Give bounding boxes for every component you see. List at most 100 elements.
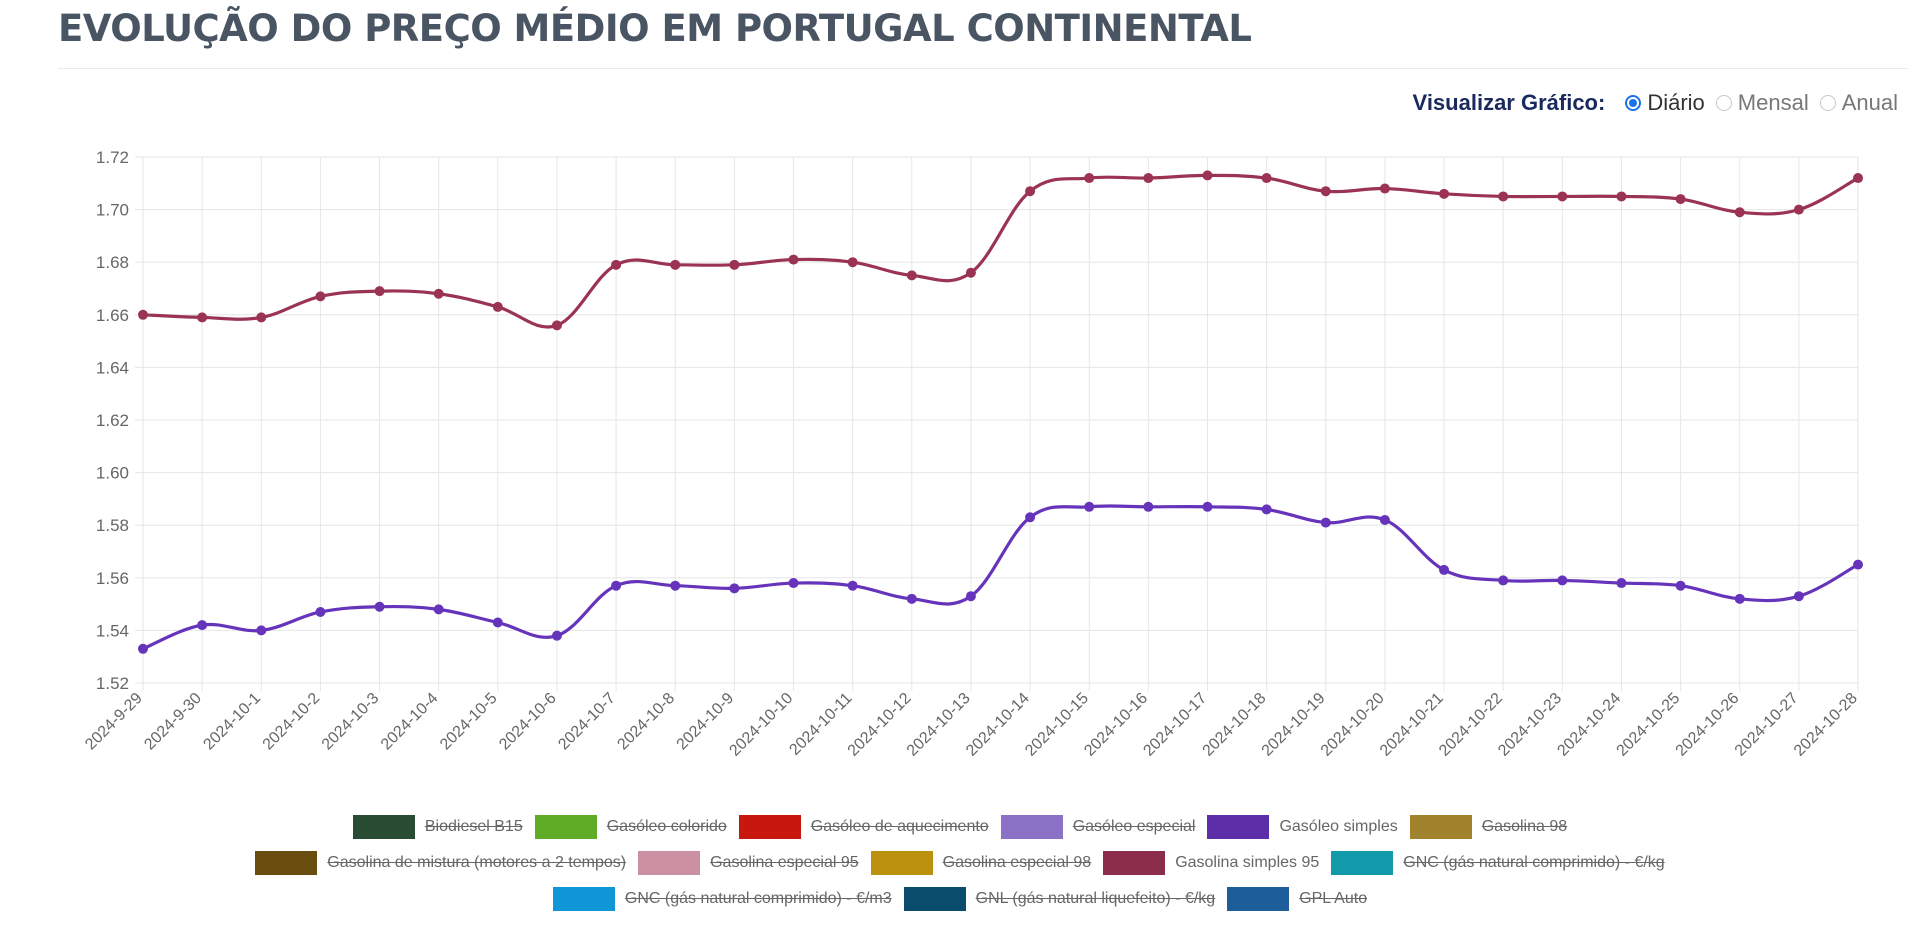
data-point-gasolina-simples-95 [1025, 186, 1036, 197]
x-tick-label: 2024-10-2 [260, 690, 324, 754]
legend-item[interactable]: Gasóleo de aquecimento [738, 815, 989, 839]
legend-label: GNC (gás natural comprimido) - €/kg [1403, 854, 1665, 871]
x-tick-label: 2024-10-6 [496, 690, 560, 754]
x-tick-label: 2024-10-10 [726, 690, 796, 760]
legend-item[interactable]: GNC (gás natural comprimido) - €/m3 [552, 887, 892, 911]
legend-label: Gasolina especial 95 [710, 854, 859, 871]
radio-daily[interactable]: Diário [1625, 90, 1705, 116]
legend-swatch [552, 887, 615, 911]
data-point-gasolina-simples-95 [492, 301, 503, 312]
data-point-gas-leo-simples [256, 625, 267, 636]
legend-label: Gasolina de mistura (motores a 2 tempos) [327, 854, 627, 871]
legend-label: Gasóleo simples [1279, 818, 1398, 835]
legend-item[interactable]: Gasolina especial 95 [638, 851, 859, 875]
y-tick-label: 1.70 [96, 201, 129, 220]
legend-item[interactable]: Gasolina de mistura (motores a 2 tempos) [255, 851, 626, 875]
y-tick-label: 1.58 [96, 516, 129, 535]
legend-item[interactable]: Gasolina 98 [1409, 815, 1568, 839]
chart-legend: Biodiesel B15 Gasóleo colorido Gasóleo de … [0, 810, 1920, 918]
data-point-gasolina-simples-95 [788, 254, 799, 265]
legend-label: Gasolina especial 98 [942, 854, 1092, 871]
legend-swatch [1331, 851, 1394, 875]
legend-item[interactable]: Gasóleo especial [1000, 815, 1196, 839]
data-point-gas-leo-simples [788, 578, 799, 589]
price-line-chart: 1.72 1.70 1.68 1.66 1.64 1.62 1.60 1.58 1.56 1.54… [82, 148, 1863, 760]
legend-swatch [534, 815, 597, 839]
radio-yearly-label: Anual [1841, 90, 1898, 115]
legend-swatch [1207, 815, 1270, 839]
legend-item[interactable]: GNL (gás natural liquefeito) - €/kg [903, 887, 1215, 911]
x-tick-label: 2024-10-1 [200, 690, 264, 754]
legend-swatch [255, 851, 318, 875]
legend-row: GNC (gás natural comprimido) - €/m3 GNL (… [0, 882, 1920, 916]
data-point-gas-leo-simples [1202, 501, 1213, 512]
data-point-gas-leo-simples [1675, 580, 1686, 591]
series-line-gasolina-simples-95 [142, 173, 1859, 329]
legend-swatch [903, 887, 966, 911]
radio-yearly[interactable]: Anual [1819, 90, 1898, 116]
data-point-gas-leo-simples [906, 593, 917, 604]
x-tick-label: 2024-10-3 [319, 690, 383, 754]
legend-item[interactable]: Gasolina simples 95 [1103, 851, 1319, 875]
x-tick-label: 2024-10-28 [1791, 690, 1861, 760]
data-point-gasolina-simples-95 [256, 312, 267, 323]
legend-swatch [352, 815, 415, 839]
radio-monthly[interactable]: Mensal [1715, 90, 1809, 116]
radio-daily-circle[interactable] [1625, 95, 1642, 111]
data-point-gasolina-simples-95 [1379, 183, 1390, 194]
data-point-gas-leo-simples [551, 630, 562, 641]
x-tick-label: 2024-10-9 [674, 690, 738, 754]
data-point-gas-leo-simples [1261, 504, 1272, 515]
data-point-gas-leo-simples [1084, 501, 1095, 512]
data-point-gasolina-simples-95 [670, 259, 681, 270]
legend-item[interactable]: Gasóleo simples [1207, 815, 1398, 839]
data-point-gas-leo-simples [197, 620, 208, 631]
data-point-gasolina-simples-95 [138, 309, 148, 320]
legend-swatch [1103, 851, 1166, 875]
radio-monthly-label: Mensal [1737, 90, 1809, 115]
legend-item[interactable]: Gasolina especial 98 [870, 851, 1092, 875]
legend-item[interactable]: GNC (gás natural comprimido) - €/kg [1331, 851, 1665, 875]
data-point-gasolina-simples-95 [1202, 170, 1213, 181]
radio-yearly-circle[interactable] [1819, 95, 1836, 111]
data-point-gasolina-simples-95 [1439, 188, 1450, 199]
legend-item[interactable]: Gasóleo colorido [534, 815, 727, 839]
data-point-gas-leo-simples [138, 643, 148, 654]
data-point-gas-leo-simples [1498, 575, 1509, 586]
legend-swatch [1227, 887, 1290, 911]
radio-daily-label: Diário [1647, 90, 1705, 115]
data-point-gasolina-simples-95 [1853, 173, 1863, 184]
legend-label: Biodiesel B15 [424, 818, 523, 835]
radio-monthly-circle[interactable] [1715, 95, 1732, 111]
legend-item[interactable]: GPL Auto [1227, 887, 1367, 911]
data-point-gas-leo-simples [1025, 512, 1036, 523]
legend-label: Gasóleo especial [1072, 818, 1196, 835]
data-point-gas-leo-simples [611, 580, 622, 591]
y-tick-label: 1.66 [96, 306, 129, 325]
data-point-gasolina-simples-95 [729, 259, 740, 270]
data-point-gasolina-simples-95 [1734, 207, 1745, 218]
data-point-gas-leo-simples [1616, 578, 1627, 589]
legend-item[interactable]: Biodiesel B15 [352, 815, 523, 839]
data-point-gasolina-simples-95 [551, 320, 562, 331]
data-point-gas-leo-simples [729, 583, 740, 594]
data-point-gas-leo-simples [670, 580, 681, 591]
data-point-gas-leo-simples [1379, 514, 1390, 525]
y-tick-label: 1.68 [96, 253, 129, 272]
view-toggle-label: Visualizar Gráfico: [1412, 90, 1606, 115]
y-tick-label: 1.56 [96, 569, 129, 588]
data-point-gasolina-simples-95 [1675, 194, 1686, 205]
legend-label: Gasolina 98 [1481, 818, 1568, 835]
data-point-gasolina-simples-95 [611, 259, 622, 270]
legend-swatch [738, 815, 801, 839]
legend-label: Gasolina simples 95 [1175, 854, 1320, 871]
data-point-gas-leo-simples [1143, 501, 1154, 512]
data-point-gasolina-simples-95 [1793, 204, 1804, 215]
page-title: EVOLUÇÃO DO PREÇO MÉDIO EM PORTUGAL CONT… [58, 7, 1252, 50]
legend-label: Gasóleo de aquecimento [810, 818, 989, 835]
data-point-gas-leo-simples [433, 604, 444, 615]
x-tick-label: 2024-10-8 [614, 690, 678, 754]
legend-row: Gasolina de mistura (motores a 2 tempos)… [0, 846, 1920, 880]
data-point-gasolina-simples-95 [965, 267, 976, 278]
view-toggle: Visualizar Gráfico: Diário Mensal Anual [1413, 88, 1898, 118]
